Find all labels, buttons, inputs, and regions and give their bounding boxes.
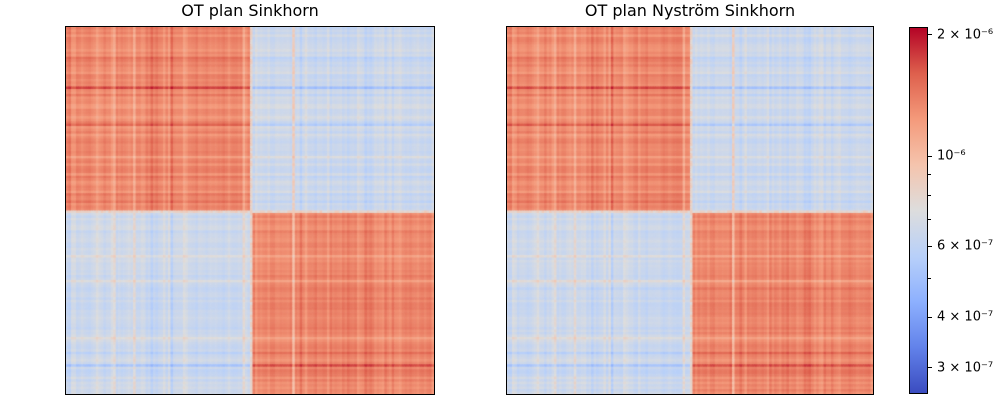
colorbar-major-tick xyxy=(928,245,932,247)
colorbar-tick-label: 6 × 10⁻⁷ xyxy=(937,238,994,254)
colorbar-major-tick xyxy=(928,155,932,157)
colorbar-major-tick xyxy=(928,367,932,369)
heatmap-sinkhorn xyxy=(65,26,435,395)
colorbar-minor-tick xyxy=(928,174,931,176)
colorbar-tick-label: 4 × 10⁻⁷ xyxy=(937,309,994,325)
colorbar-tick-label: 2 × 10⁻⁶ xyxy=(937,27,994,43)
colorbar-minor-tick xyxy=(928,195,931,197)
colorbar-minor-tick xyxy=(928,218,931,220)
colorbar-tick-label: 3 × 10⁻⁷ xyxy=(937,360,994,376)
colorbar-major-tick xyxy=(928,316,932,318)
right-panel-title: OT plan Nyström Sinkhorn xyxy=(584,1,796,20)
heatmap-sinkhorn-image xyxy=(66,27,434,394)
heatmap-nystrom-sinkhorn-image xyxy=(507,27,873,394)
colorbar-minor-tick xyxy=(928,277,931,279)
left-panel-title: OT plan Sinkhorn xyxy=(181,1,319,20)
colorbar-major-tick xyxy=(928,34,932,36)
colorbar xyxy=(909,27,928,394)
colorbar-tick-label: 10⁻⁶ xyxy=(937,148,966,164)
heatmap-nystrom-sinkhorn xyxy=(506,26,874,395)
